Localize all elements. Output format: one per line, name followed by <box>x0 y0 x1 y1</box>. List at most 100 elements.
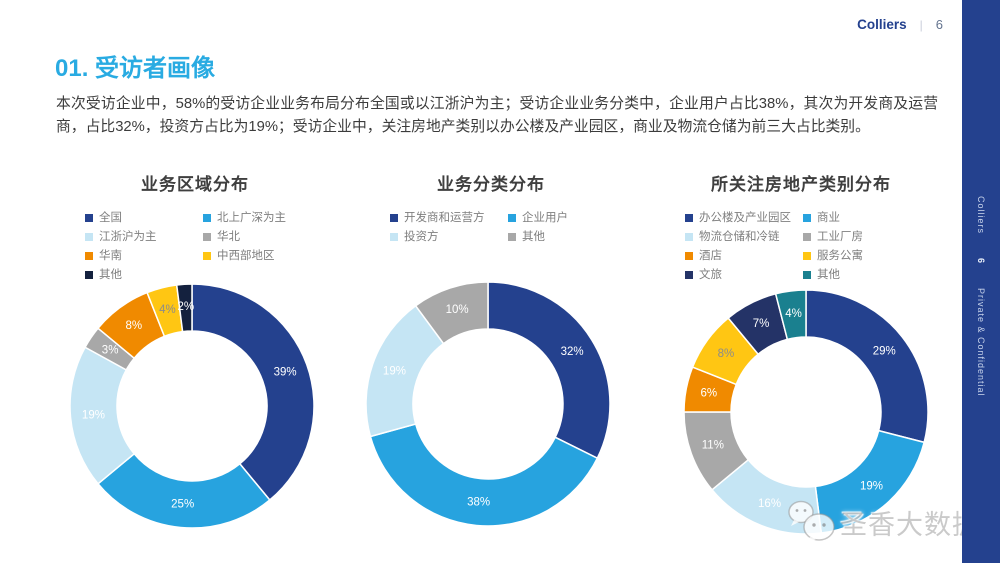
pie-slice <box>191 283 315 502</box>
brand-logo-text: Colliers <box>857 17 907 32</box>
legend-swatch <box>390 214 398 222</box>
slice-value-label: 29% <box>873 345 896 357</box>
legend-label: 华南 <box>99 249 122 262</box>
legend-swatch <box>203 232 211 241</box>
slice-value-label: 19% <box>860 480 883 492</box>
legend-label: 全国 <box>99 212 122 224</box>
legend-label: 开发商和运营方 <box>404 212 485 224</box>
header: Colliers | 6 <box>857 17 943 32</box>
legend-item: 文旅 <box>685 268 803 283</box>
legend-label: 其他 <box>522 230 545 243</box>
legend-swatch <box>685 214 693 222</box>
donut-chart: 32% 38% 19% 10% <box>365 281 611 527</box>
legend-label: 投资方 <box>404 230 439 243</box>
legend-item: 服务公寓 <box>803 249 952 264</box>
sidebar-bar: Colliers 6 Private & Confidential <box>962 0 1000 563</box>
legend-swatch <box>203 251 211 260</box>
legend-item: 商业 <box>803 211 952 226</box>
legend-item: 江浙沪为主 <box>85 230 203 245</box>
legend-label: 江浙沪为主 <box>99 230 157 243</box>
legend-label: 其他 <box>99 268 122 281</box>
pie-slice <box>175 283 193 333</box>
legend-swatch <box>685 270 693 279</box>
pie-slice <box>774 289 807 341</box>
sidebar-brand-text: Colliers <box>976 196 986 235</box>
legend-item: 工业厂房 <box>803 230 952 245</box>
chart-title: 业务区域分布 <box>141 175 249 194</box>
sidebar-confidential-label: Private & Confidential <box>976 288 986 397</box>
chart-business-region: 业务区域分布 全国 北上广深为主 江浙沪为主 华北 华南 中西部地区 其他 39% 25% 19… <box>55 170 335 529</box>
slice-value-label: 8% <box>718 348 735 360</box>
legend-label: 中西部地区 <box>217 249 275 262</box>
legend-label: 华北 <box>217 230 240 243</box>
pie-slice <box>414 281 489 345</box>
wechat-icon <box>788 500 835 544</box>
legend-label: 商业 <box>817 212 840 224</box>
legend-item: 物流仓储和冷链 <box>685 230 803 245</box>
page-title: 01. 受访者画像 <box>55 55 216 82</box>
legend-item: 其他 <box>803 268 952 283</box>
slice-value-label: 32% <box>561 346 584 358</box>
pie-slice <box>805 289 929 444</box>
slice-value-label: 38% <box>467 497 490 509</box>
legend-item: 华南 <box>85 249 203 264</box>
legend-label: 酒店 <box>699 249 722 262</box>
legend-item: 酒店 <box>685 249 803 264</box>
legend-swatch <box>803 270 811 279</box>
slice-value-label: 25% <box>171 499 194 511</box>
slice-value-label: 11% <box>702 440 724 452</box>
legend-item: 企业用户 <box>508 211 627 226</box>
legend-item: 全国 <box>85 211 203 226</box>
legend-item: 开发商和运营方 <box>390 211 508 226</box>
legend-item: 华北 <box>203 230 335 245</box>
donut-chart: 39% 25% 19% 3% 8% 4% 2% <box>69 283 315 529</box>
legend-label: 企业用户 <box>522 212 568 224</box>
legend-swatch <box>85 214 93 222</box>
legend-item: 北上广深为主 <box>203 211 335 226</box>
donut-chart: 29% 19% 16% 11% 6% 8% 7% 4% <box>683 289 929 535</box>
header-divider: | <box>919 17 923 32</box>
chart-legend: 办公楼及产业园区 商业物流仓储和冷链 工业厂房酒店 服务公寓文旅 其他 <box>650 211 952 283</box>
watermark: 圣香大数据 <box>786 498 980 546</box>
chart-title: 所关注房地产类别分布 <box>711 175 891 194</box>
legend-item: 中西部地区 <box>203 249 335 264</box>
slice-value-label: 16% <box>758 498 781 510</box>
legend-swatch <box>203 214 211 222</box>
legend-swatch <box>85 270 93 279</box>
legend-label: 其他 <box>817 268 840 281</box>
legend-label: 服务公寓 <box>817 249 863 262</box>
legend-swatch <box>508 214 516 222</box>
legend-swatch <box>85 251 93 260</box>
slice-value-label: 6% <box>700 387 717 399</box>
chart-business-category: 业务分类分布 开发商和运营方 企业用户 投资方 其他 32% 38% 19% 10% <box>355 170 627 527</box>
legend-label: 物流仓储和冷链 <box>699 230 780 243</box>
chart-legend: 开发商和运营方 企业用户投资方 其他 <box>355 211 627 245</box>
legend-swatch <box>803 214 811 222</box>
page-number: 6 <box>935 17 943 32</box>
legend-swatch <box>803 232 811 241</box>
slice-value-label: 3% <box>102 344 119 356</box>
chart-legend: 全国 北上广深为主江浙沪为主 华北华南 中西部地区其他 <box>55 211 335 283</box>
chart-title: 业务分类分布 <box>437 175 545 194</box>
slice-value-label: 19% <box>82 409 105 421</box>
legend-label: 办公楼及产业园区 <box>699 212 791 224</box>
slice-value-label: 4% <box>159 304 176 316</box>
pie-slice <box>487 281 611 460</box>
slice-value-label: 8% <box>125 320 142 332</box>
legend-label: 北上广深为主 <box>217 212 286 224</box>
slice-value-label: 7% <box>753 318 770 330</box>
legend-swatch <box>685 232 693 241</box>
slice-value-label: 19% <box>383 366 406 378</box>
intro-paragraph: 本次受访企业中，58%的受访企业业务布局分布全国或以江浙沪为主；受访企业业务分类… <box>56 96 938 135</box>
legend-item: 其他 <box>85 268 203 283</box>
legend-swatch <box>685 251 693 260</box>
legend-swatch <box>390 232 398 241</box>
slice-value-label: 2% <box>177 301 194 313</box>
legend-item: 办公楼及产业园区 <box>685 211 803 226</box>
pie-slice <box>369 423 599 527</box>
slice-value-label: 4% <box>785 308 802 320</box>
legend-swatch <box>803 251 811 260</box>
sidebar-page-number: 6 <box>976 258 986 265</box>
legend-swatch <box>85 232 93 241</box>
